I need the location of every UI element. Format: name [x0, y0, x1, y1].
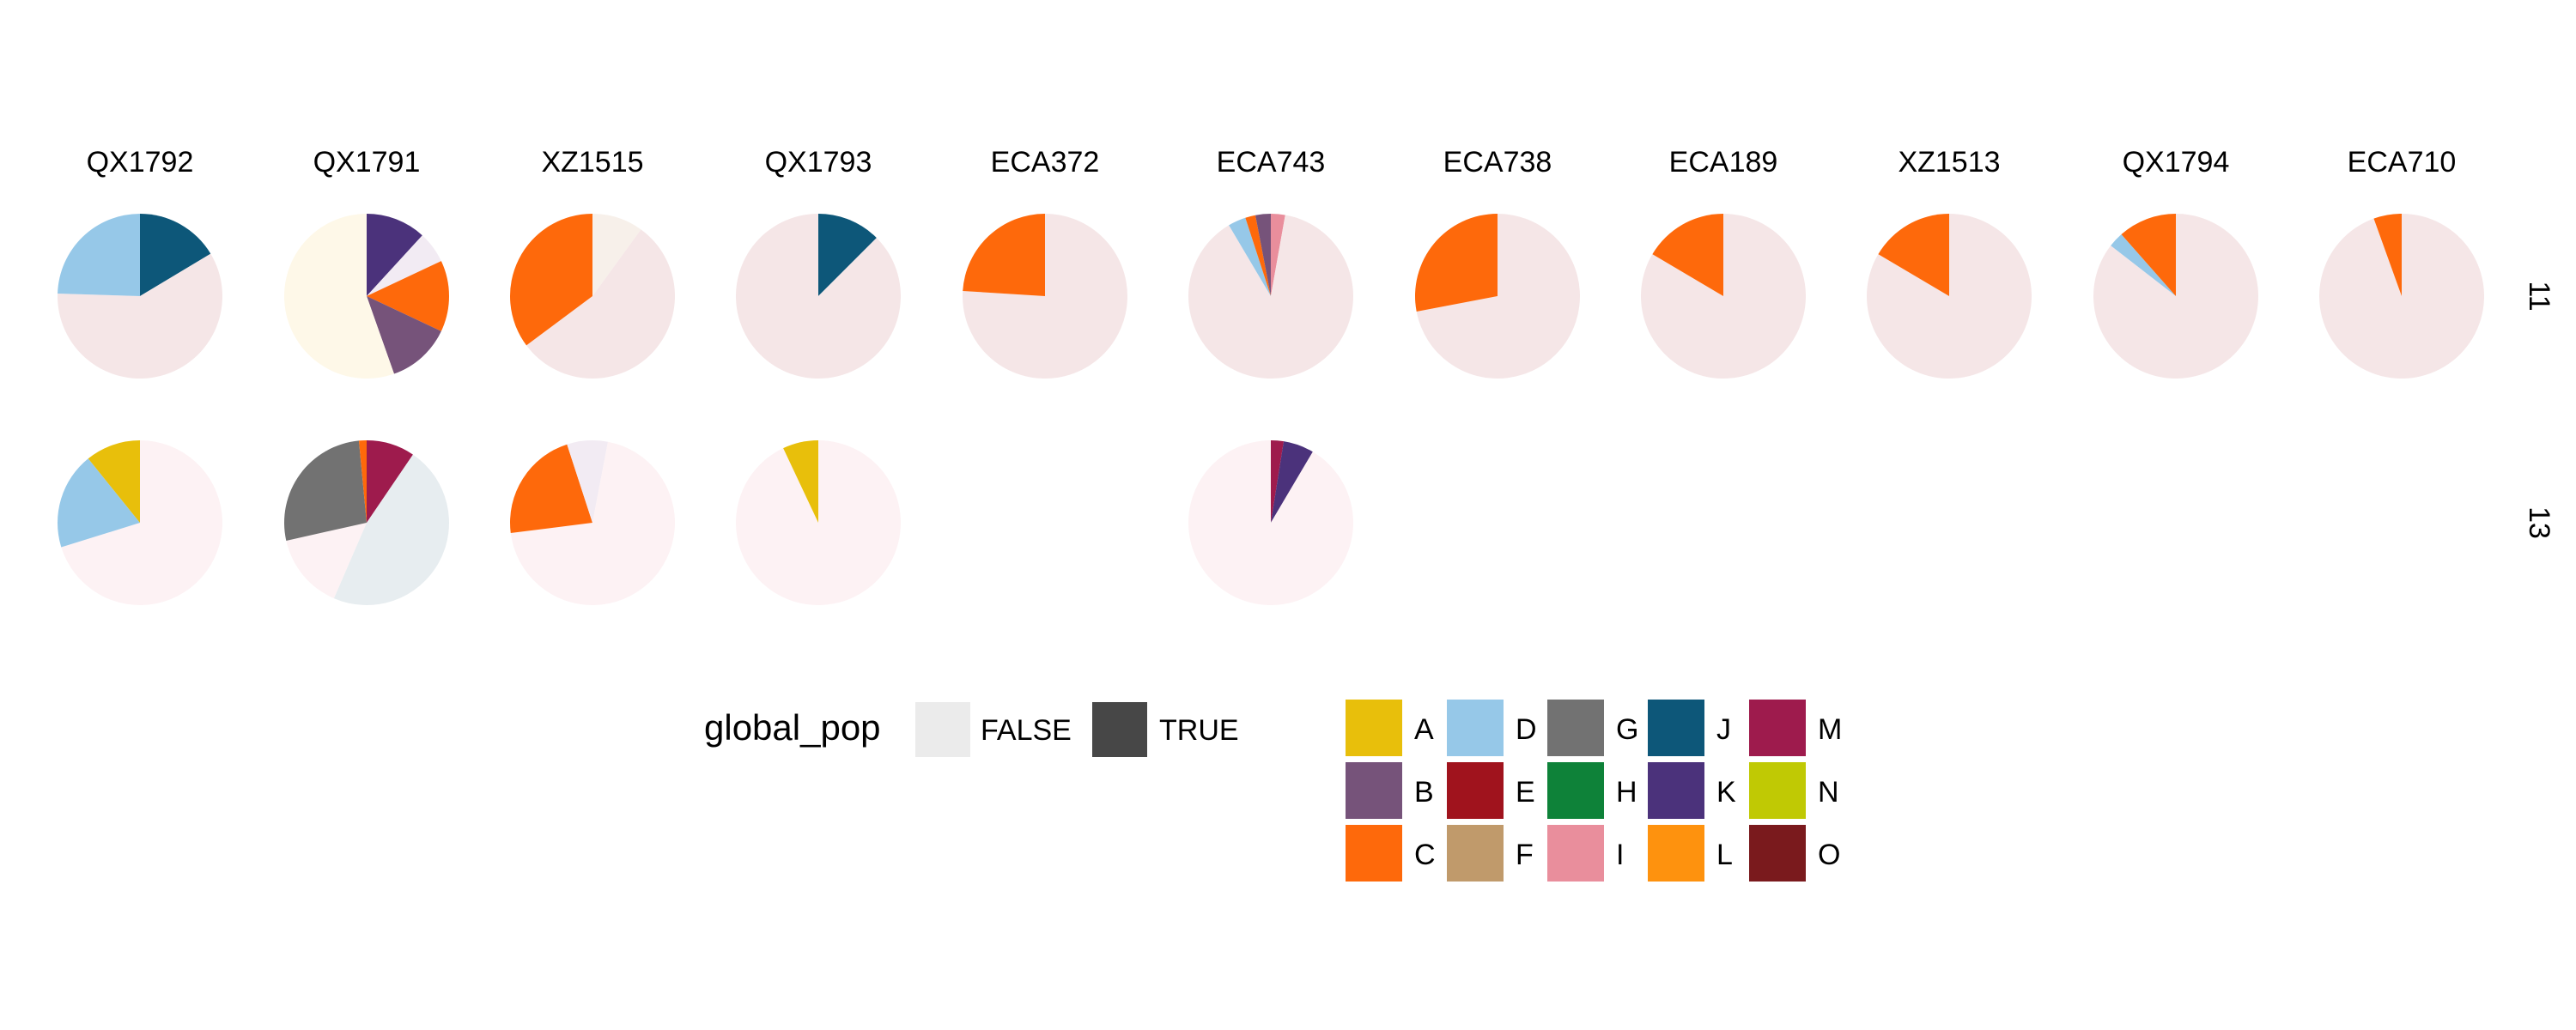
legend-label-m: M: [1818, 713, 1842, 746]
column-label-qx1794: QX1794: [2123, 146, 2230, 179]
pie-slice-eca743-11-2: [1229, 217, 1271, 296]
legend-key-b: [1346, 762, 1402, 819]
column-label-qx1791: QX1791: [313, 146, 421, 179]
legend-label-j: J: [1716, 713, 1731, 746]
legend-key-d: [1447, 700, 1504, 756]
legend-title-global-pop: global_pop: [704, 707, 881, 748]
pie-slice-eca372-11-1: [963, 214, 1045, 296]
pie-slice-qx1791-11-1: [367, 235, 441, 296]
pie-slice-eca743-11-4: [1255, 214, 1271, 296]
pie-slice-qx1793-13-1: [783, 440, 818, 523]
pie-slice-qx1792-13-0: [61, 440, 222, 605]
pie-slice-xz1515-13-1: [510, 441, 676, 605]
legend-key-j: [1648, 700, 1704, 756]
pie-slice-xz1515-11-1: [526, 229, 675, 379]
pie-slice-qx1792-13-2: [88, 440, 140, 523]
legend-label-n: N: [1818, 776, 1839, 809]
pie-slice-xz1515-11-2: [509, 214, 592, 346]
legend-label-k: K: [1716, 776, 1736, 809]
row-label-11: 11: [2523, 281, 2555, 311]
pie-slice-xz1515-13-3: [567, 440, 592, 523]
legend-key-h: [1547, 762, 1604, 819]
column-label-eca710: ECA710: [2348, 146, 2457, 179]
pie-slice-qx1791-13-4: [358, 440, 367, 523]
pie-slice-qx1791-11-2: [367, 261, 449, 331]
pie-slice-qx1791-13-1: [333, 454, 449, 605]
pie-slice-qx1794-11-2: [2121, 214, 2176, 296]
pie-slice-eca738-11-0: [1416, 214, 1580, 379]
legend-key-false: [915, 702, 970, 757]
row-label-13: 13: [2523, 506, 2555, 539]
pie-slice-eca743-11-3: [1245, 215, 1271, 296]
pie-slice-eca710-11-1: [2373, 214, 2402, 296]
pie-slice-eca743-11-1: [1188, 215, 1354, 379]
legend-label-d: D: [1516, 713, 1537, 746]
legend-label-i: I: [1616, 839, 1624, 871]
legend-key-o: [1749, 825, 1806, 882]
pie-slice-xz1513-11-1: [1878, 214, 1949, 296]
pie-slice-eca710-11-0: [2319, 214, 2485, 379]
legend-key-l: [1648, 825, 1704, 882]
pie-slice-qx1791-11-4: [284, 214, 394, 379]
pie-slice-qx1792-11-2: [58, 214, 140, 296]
column-label-xz1513: XZ1513: [1898, 146, 2000, 179]
column-label-eca738: ECA738: [1443, 146, 1552, 179]
legend-key-n: [1749, 762, 1806, 819]
column-label-qx1792: QX1792: [87, 146, 194, 179]
pie-slice-qx1792-11-1: [58, 253, 223, 379]
pie-slice-qx1791-11-0: [367, 214, 422, 296]
pie-slice-xz1515-11-0: [592, 214, 641, 296]
column-label-eca743: ECA743: [1217, 146, 1326, 179]
pie-slice-eca372-11-0: [963, 214, 1128, 379]
pie-slice-qx1791-11-3: [367, 296, 441, 374]
pie-slice-eca738-11-1: [1414, 214, 1498, 312]
column-label-eca189: ECA189: [1669, 146, 1778, 179]
pie-slice-eca743-13-1: [1271, 441, 1313, 523]
pie-slice-eca743-13-0: [1271, 440, 1285, 523]
legend-key-e: [1447, 762, 1504, 819]
pie-slice-qx1793-11-1: [735, 214, 901, 379]
legend-key-c: [1346, 825, 1402, 882]
pie-slice-eca189-11-1: [1652, 214, 1723, 296]
legend-label-f: F: [1516, 839, 1534, 871]
legend-label-b: B: [1414, 776, 1434, 809]
pie-slice-qx1792-11-0: [140, 214, 211, 296]
pie-slice-qx1793-13-0: [736, 440, 902, 606]
pie-slice-qx1794-11-1: [2111, 233, 2176, 296]
pie-slice-xz1515-13-2: [510, 444, 592, 534]
legend-label-a: A: [1414, 713, 1434, 746]
legend-label-true: TRUE: [1159, 714, 1239, 747]
pie-slice-xz1515-13-0: [592, 440, 608, 523]
pie-slice-eca743-11-0: [1271, 213, 1285, 296]
legend-label-c: C: [1414, 839, 1436, 871]
pie-slice-qx1792-13-1: [57, 458, 140, 548]
pie-slice-qx1793-11-0: [818, 214, 877, 296]
pie-slice-qx1791-13-0: [367, 440, 413, 523]
legend-label-o: O: [1818, 839, 1840, 871]
column-label-qx1793: QX1793: [765, 146, 872, 179]
legend-key-k: [1648, 762, 1704, 819]
legend-key-f: [1447, 825, 1504, 882]
legend-key-m: [1749, 700, 1806, 756]
pie-slice-eca743-13-2: [1188, 440, 1353, 605]
pie-slice-qx1794-11-0: [2093, 214, 2259, 379]
column-label-xz1515: XZ1515: [541, 146, 643, 179]
legend-label-h: H: [1616, 776, 1637, 809]
pie-slice-xz1513-11-0: [1867, 214, 2032, 379]
legend-label-e: E: [1516, 776, 1535, 809]
legend-label-g: G: [1616, 713, 1638, 746]
pie-slice-qx1791-13-2: [286, 523, 367, 599]
legend-key-i: [1547, 825, 1604, 882]
column-label-eca372: ECA372: [991, 146, 1100, 179]
legend-label-false: FALSE: [981, 714, 1072, 747]
legend-key-g: [1547, 700, 1604, 756]
legend-key-true: [1092, 702, 1147, 757]
pie-slice-qx1791-13-3: [283, 440, 367, 541]
legend-label-l: L: [1716, 839, 1733, 871]
legend-key-a: [1346, 700, 1402, 756]
